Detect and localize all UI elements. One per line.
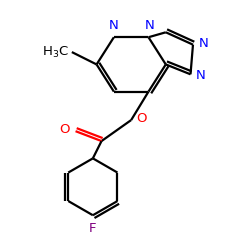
Text: N: N	[109, 19, 119, 32]
Text: H$_3$C: H$_3$C	[42, 44, 70, 60]
Text: O: O	[60, 124, 70, 136]
Text: N: N	[196, 69, 206, 82]
Text: N: N	[198, 37, 208, 50]
Text: F: F	[89, 222, 96, 235]
Text: N: N	[145, 19, 154, 32]
Text: O: O	[136, 112, 147, 125]
